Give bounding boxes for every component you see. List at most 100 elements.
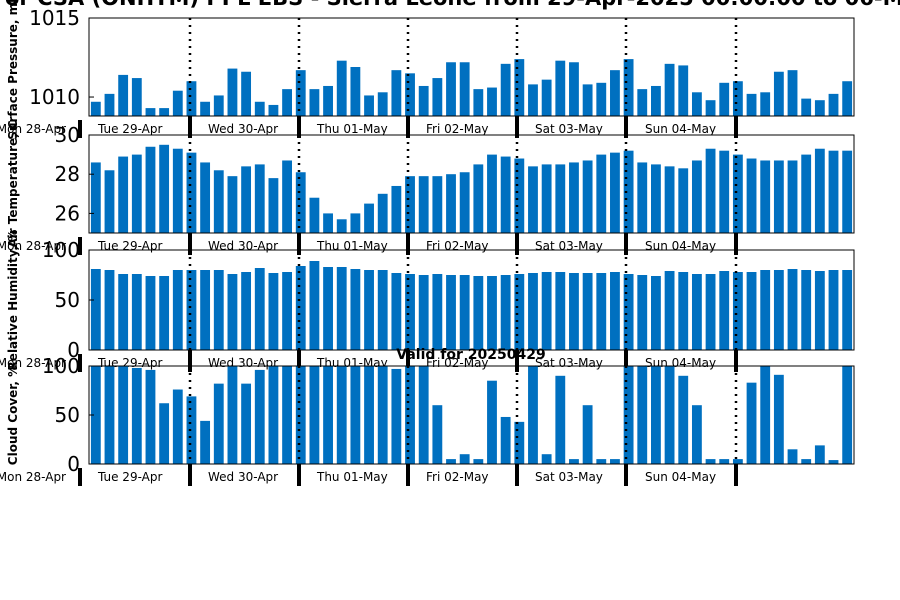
bar: [104, 366, 115, 464]
bar: [213, 170, 224, 233]
bar: [295, 266, 306, 350]
bar: [842, 81, 853, 116]
bar: [828, 93, 839, 116]
bar: [582, 273, 593, 350]
bar: [336, 60, 347, 116]
valid-for-label: Valid for 20250429: [396, 347, 545, 363]
bar: [268, 273, 279, 350]
bar: [596, 273, 607, 350]
bar: [719, 271, 730, 350]
bar: [364, 95, 374, 116]
bar: [309, 366, 320, 464]
bar: [446, 174, 456, 233]
bar: [104, 270, 115, 350]
bar: [828, 150, 839, 233]
bar: [760, 270, 771, 350]
day-label: Sat 03-May: [535, 122, 603, 136]
day-label: Mon 28-Apr: [0, 122, 66, 136]
bar: [814, 100, 825, 116]
bar: [514, 274, 525, 350]
bar: [610, 70, 620, 116]
bar: [364, 270, 374, 350]
y-tick-label: 28: [55, 162, 80, 186]
bar: [118, 274, 129, 350]
bar: [691, 92, 702, 116]
bar: [678, 272, 689, 350]
bar: [241, 383, 252, 464]
bar: [391, 70, 402, 116]
day-label: Sun 04-May: [645, 122, 716, 136]
bar: [773, 374, 784, 464]
bar: [172, 389, 183, 464]
bar: [678, 168, 689, 233]
bar: [254, 164, 265, 233]
bar: [842, 366, 853, 464]
bar: [323, 267, 333, 350]
bar: [200, 270, 211, 350]
bar: [541, 272, 552, 350]
bar: [732, 81, 743, 116]
bar: [719, 459, 730, 464]
y-tick-label: 30: [55, 123, 80, 147]
bar: [787, 70, 798, 116]
bar: [377, 193, 388, 233]
bar: [213, 270, 224, 350]
bar: [377, 92, 388, 116]
day-label: Thu 01-May: [316, 122, 388, 136]
bar: [309, 197, 320, 233]
bar: [596, 154, 607, 233]
bar: [842, 150, 853, 233]
bar: [254, 268, 265, 350]
bar: [391, 368, 402, 464]
bar: [405, 366, 415, 464]
bar: [719, 82, 730, 116]
bar: [705, 100, 716, 116]
bar: [487, 154, 497, 233]
y-tick-label: 1010: [29, 85, 80, 109]
bar: [555, 272, 566, 350]
plot-frame: [88, 134, 855, 234]
day-label: Sun 04-May: [645, 470, 716, 484]
bar: [418, 176, 429, 233]
y-axis-label: Surface Pressure, mb: [6, 0, 20, 140]
bar: [254, 101, 265, 116]
bar: [637, 89, 648, 116]
y-axis-label: Air Temperature, C: [6, 120, 20, 248]
day-label: Thu 01-May: [316, 239, 388, 253]
bar: [405, 176, 415, 233]
day-label: Fri 02-May: [426, 239, 489, 253]
bar: [664, 63, 675, 116]
bar: [746, 93, 757, 116]
bar: [500, 275, 511, 350]
bar: [213, 95, 224, 116]
bar: [610, 459, 620, 464]
bar: [432, 405, 443, 464]
bar: [487, 87, 497, 116]
day-label: Mon 28-Apr: [0, 356, 66, 370]
bar: [131, 78, 142, 116]
bar: [528, 166, 538, 233]
bar: [610, 272, 620, 350]
bar: [596, 459, 607, 464]
bar: [582, 160, 593, 233]
bar: [691, 405, 702, 464]
bar: [569, 273, 579, 350]
bar: [487, 380, 497, 464]
bar: [227, 68, 238, 116]
bar: [514, 158, 525, 233]
bar: [282, 160, 292, 233]
bar: [241, 166, 252, 233]
day-label: Tue 29-Apr: [97, 122, 162, 136]
bar: [282, 366, 292, 464]
bar: [828, 270, 839, 350]
bar: [473, 89, 484, 116]
bar: [186, 81, 197, 116]
bar: [446, 275, 456, 350]
bar: [282, 89, 292, 116]
bar: [377, 270, 388, 350]
bar: [391, 185, 402, 233]
bar: [691, 274, 702, 350]
bar: [227, 274, 238, 350]
